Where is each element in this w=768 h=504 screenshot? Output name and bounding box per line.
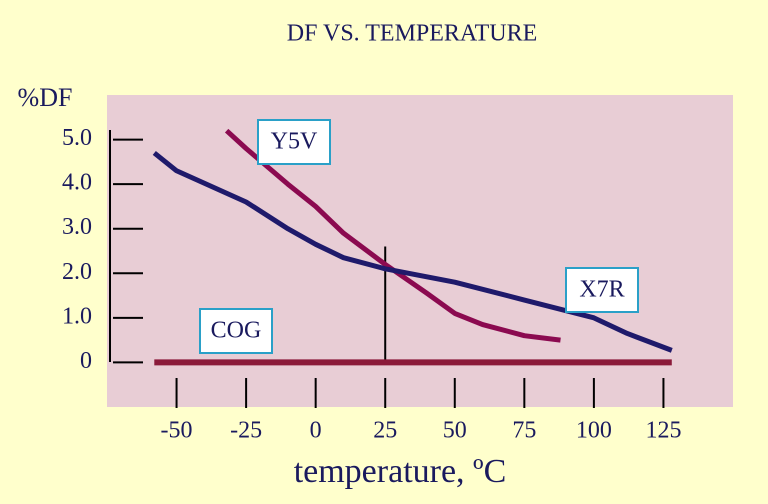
series-label-box xyxy=(257,119,331,165)
chart-title: DF VS. TEMPERATURE xyxy=(287,21,538,47)
y-tick-label: 4.0 xyxy=(62,170,92,196)
series-label-box xyxy=(565,267,639,313)
series-label: X7R xyxy=(579,277,624,303)
series-label: COG xyxy=(211,318,262,344)
x-tick-label: 0 xyxy=(310,418,322,444)
y-tick-label: 1.0 xyxy=(62,303,92,329)
y-tick-label: 3.0 xyxy=(62,214,92,240)
x-tick-label: 25 xyxy=(373,418,397,444)
x-tick-label: -50 xyxy=(161,418,193,444)
x-tick-label: -25 xyxy=(230,418,262,444)
plot-area xyxy=(107,95,733,407)
x-tick-label: 100 xyxy=(576,418,612,444)
x-tick-label: 125 xyxy=(645,418,681,444)
y-axis-label: %DF xyxy=(18,83,73,112)
y-tick-label: 0 xyxy=(80,348,92,374)
series-line xyxy=(152,150,673,353)
y-tick-label: 5.0 xyxy=(62,125,92,151)
series-label-box xyxy=(199,308,273,354)
x-tick-label: 75 xyxy=(512,418,536,444)
series-label: Y5V xyxy=(271,129,318,155)
y-tick-label: 2.0 xyxy=(62,259,92,285)
x-axis-label: temperature, ºC xyxy=(294,453,507,490)
series-line xyxy=(224,128,561,343)
x-tick-label: 50 xyxy=(443,418,467,444)
